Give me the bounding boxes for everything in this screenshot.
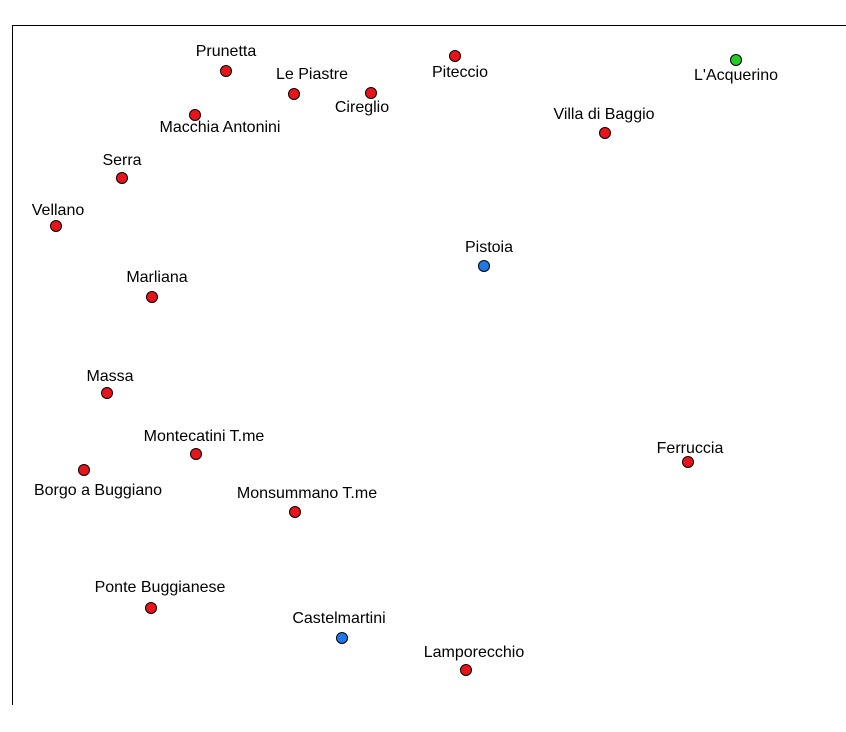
place-label: Cireglio bbox=[335, 99, 389, 116]
place-label: Borgo a Buggiano bbox=[34, 482, 162, 499]
place-label: Monsummano T.me bbox=[237, 485, 377, 502]
place-marker bbox=[478, 260, 490, 272]
place-marker bbox=[116, 172, 128, 184]
place-marker bbox=[190, 448, 202, 460]
place-label: Marliana bbox=[126, 269, 187, 286]
place-marker bbox=[288, 88, 300, 100]
place-label: Massa bbox=[86, 368, 133, 385]
place-label: Le Piastre bbox=[276, 66, 348, 83]
place-marker bbox=[460, 664, 472, 676]
place-marker bbox=[50, 220, 62, 232]
place-label: Ferruccia bbox=[657, 440, 724, 457]
map-frame bbox=[12, 25, 846, 705]
place-label: Serra bbox=[102, 152, 141, 169]
place-marker bbox=[189, 109, 201, 121]
place-marker bbox=[336, 632, 348, 644]
place-marker bbox=[449, 50, 461, 62]
place-label: Piteccio bbox=[432, 64, 488, 81]
place-label: Prunetta bbox=[196, 43, 257, 60]
place-label: Villa di Baggio bbox=[553, 106, 654, 123]
place-label: Ponte Buggianese bbox=[95, 579, 226, 596]
place-label: Pistoia bbox=[465, 239, 513, 256]
place-marker bbox=[101, 387, 113, 399]
place-label: L'Acquerino bbox=[694, 67, 778, 84]
place-marker bbox=[730, 54, 742, 66]
place-marker bbox=[78, 464, 90, 476]
place-label: Vellano bbox=[32, 202, 85, 219]
place-marker bbox=[289, 506, 301, 518]
place-marker bbox=[599, 127, 611, 139]
place-marker bbox=[682, 456, 694, 468]
place-marker bbox=[220, 65, 232, 77]
place-label: Macchia Antonini bbox=[160, 119, 281, 136]
place-marker bbox=[145, 602, 157, 614]
place-marker bbox=[365, 87, 377, 99]
place-marker bbox=[146, 291, 158, 303]
place-label: Castelmartini bbox=[292, 610, 385, 627]
place-label: Montecatini T.me bbox=[144, 428, 265, 445]
place-label: Lamporecchio bbox=[424, 644, 525, 661]
